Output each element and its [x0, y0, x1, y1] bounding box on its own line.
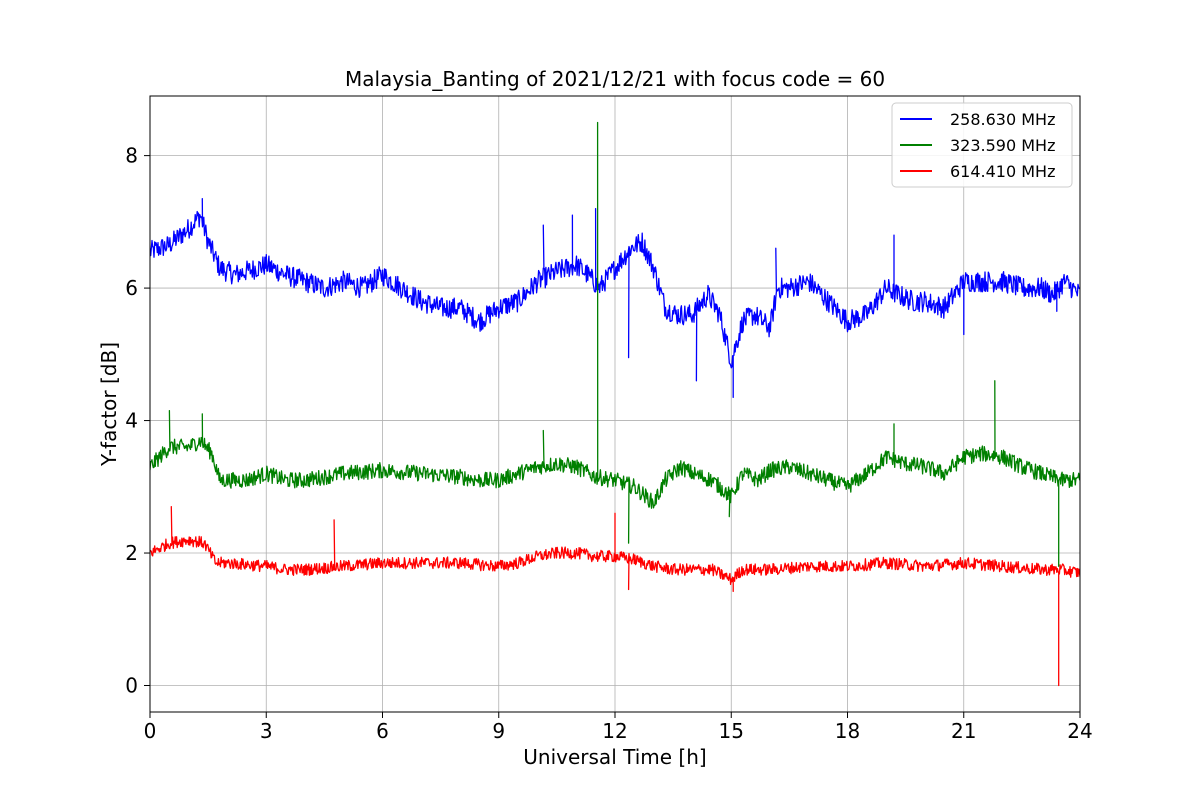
x-tick-label: 6	[376, 719, 389, 743]
x-tick-label: 3	[260, 719, 273, 743]
legend: 258.630 MHz 323.590 MHz 614.410 MHz	[891, 102, 1073, 188]
x-tick-label: 21	[951, 719, 976, 743]
x-tick-label: 0	[144, 719, 157, 743]
grid-lines	[149, 96, 1081, 712]
y-tick-label: 6	[125, 276, 138, 300]
chart-title: Malaysia_Banting of 2021/12/21 with focu…	[345, 67, 885, 91]
y-tick-label: 0	[125, 674, 138, 698]
y-tick-label: 2	[125, 541, 138, 565]
x-axis-label: Universal Time [h]	[523, 745, 706, 769]
y-tick-label: 4	[125, 409, 138, 433]
x-tick-label: 9	[492, 719, 505, 743]
legend-label: 323.590 MHz	[950, 136, 1055, 155]
legend-label: 258.630 MHz	[950, 110, 1055, 129]
x-tick-label: 24	[1067, 719, 1092, 743]
series-line-1	[150, 198, 1080, 399]
legend-box	[891, 102, 1073, 188]
legend-label: 614.410 MHz	[950, 162, 1055, 181]
series-line-2	[150, 121, 1080, 567]
y-tick-label: 8	[125, 144, 138, 168]
x-tick-label: 15	[719, 719, 744, 743]
x-tick-label: 12	[602, 719, 627, 743]
x-tick-label: 18	[835, 719, 860, 743]
y-axis-label: Y-factor [dB]	[97, 342, 121, 467]
series-line-3	[150, 506, 1080, 687]
